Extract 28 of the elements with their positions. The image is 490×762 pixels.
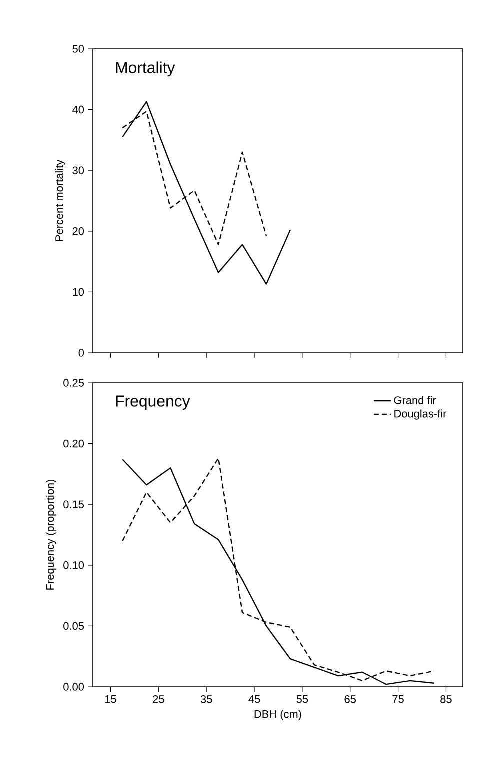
y-tick-label: 20 — [72, 228, 84, 236]
y-tick-label: 0.10 — [64, 562, 84, 570]
x-tick-label: 45 — [248, 696, 260, 704]
x-axis-title: DBH (cm) — [254, 710, 302, 720]
y-axis-title: Frequency (proportion) — [46, 480, 56, 590]
text: Frequency — [116, 396, 190, 410]
y-tick-label: 0 — [78, 349, 84, 357]
x-tick-label: 15 — [105, 696, 116, 704]
y-tick-label: 0.25 — [64, 379, 84, 387]
x-tick-label: 55 — [296, 696, 308, 704]
legend-label: Douglas-fir — [394, 410, 447, 420]
legend-label: Grand fir — [394, 396, 436, 404]
x-tick-label: 25 — [153, 696, 164, 704]
text: Mortality — [116, 62, 176, 77]
y-tick-label: 40 — [72, 106, 84, 114]
x-tick-label: 35 — [200, 696, 212, 704]
y-axis-title: Percent mortality — [55, 160, 66, 242]
line-series — [122, 101, 292, 285]
x-tick-label: 85 — [440, 696, 452, 704]
y-tick-label: 0.00 — [64, 683, 84, 691]
y-tick-label: 0.15 — [64, 500, 84, 508]
y-tick-label: 30 — [72, 166, 84, 174]
y-tick-label: 0.20 — [64, 440, 84, 448]
y-tick-label: 50 — [72, 45, 84, 53]
x-tick-label: 75 — [392, 696, 404, 704]
y-tick-label: 10 — [73, 288, 84, 296]
x-tick-label: 65 — [344, 696, 356, 704]
y-tick-label: 0.05 — [64, 622, 84, 630]
